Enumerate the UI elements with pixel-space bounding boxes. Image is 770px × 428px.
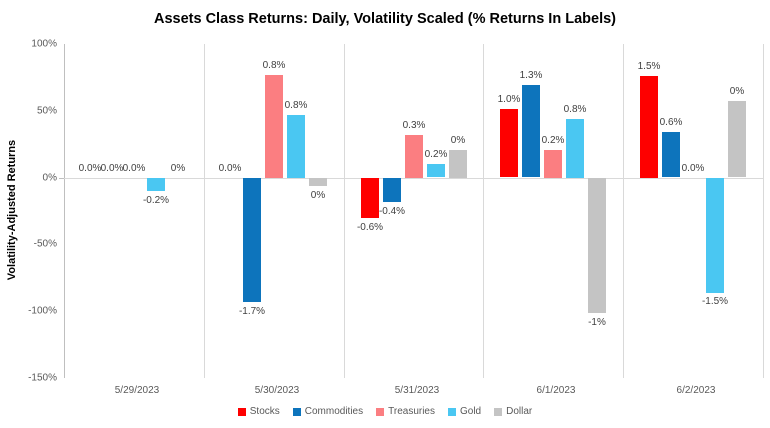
bar-commodities: [243, 178, 261, 302]
bar-label-gold: -1.5%: [701, 296, 729, 307]
group-separator-line: [763, 44, 764, 378]
bar-gold: [147, 178, 165, 191]
bar-label-stocks: 1.5%: [637, 61, 661, 72]
y-tick-label: 100%: [31, 38, 57, 50]
bar-label-treasuries: 0.8%: [262, 60, 286, 71]
y-tick-label: 50%: [36, 105, 57, 117]
bar-label-gold: 0.2%: [424, 149, 448, 160]
group-separator-line: [623, 44, 624, 378]
legend-swatch-commodities: [292, 407, 301, 416]
bar-treasuries: [544, 150, 562, 178]
bar-label-commodities: 1.3%: [519, 70, 543, 81]
bar-commodities: [383, 178, 401, 202]
bar-label-dollar: 0%: [310, 190, 326, 201]
legend-label-stocks: Stocks: [249, 406, 280, 417]
x-category-label: 5/29/2023: [114, 385, 160, 396]
bar-label-treasuries: 0.3%: [402, 120, 426, 131]
group-separator-line: [204, 44, 205, 378]
bar-label-gold: 0.8%: [284, 100, 308, 111]
bar-treasuries: [265, 75, 283, 178]
bar-dollar: [588, 178, 606, 313]
bar-commodities: [662, 132, 680, 177]
bar-label-commodities: -1.7%: [238, 306, 266, 317]
bar-label-treasuries: 0.0%: [122, 163, 146, 174]
legend-swatch-treasuries: [376, 407, 385, 416]
group-separator-line: [483, 44, 484, 378]
bar-stocks: [640, 76, 658, 178]
legend-item-treasuries: Treasuries: [376, 406, 435, 417]
bar-label-stocks: 0.0%: [78, 163, 102, 174]
bar-stocks: [500, 109, 518, 177]
legend-item-commodities: Commodities: [292, 406, 364, 417]
bar-dollar: [728, 101, 746, 177]
legend-label-gold: Gold: [460, 406, 482, 417]
y-tick-label: -100%: [28, 305, 57, 317]
y-tick-label: 0%: [42, 172, 57, 184]
bar-dollar: [449, 150, 467, 178]
bar-label-dollar: 0%: [729, 86, 745, 97]
y-tick-label: -150%: [28, 372, 57, 384]
bar-label-dollar: -1%: [588, 317, 606, 328]
chart-title: Assets Class Returns: Daily, Volatility …: [154, 11, 616, 27]
group-separator-line: [344, 44, 345, 378]
bar-dollar: [309, 178, 327, 186]
bar-label-stocks: 0.0%: [218, 163, 242, 174]
bar-label-dollar: 0%: [450, 135, 466, 146]
bar-treasuries: [405, 135, 423, 178]
legend-swatch-stocks: [237, 407, 246, 416]
x-category-label: 6/1/2023: [536, 385, 576, 396]
bar-label-treasuries: 0.2%: [541, 135, 565, 146]
legend-swatch-dollar: [494, 407, 503, 416]
y-axis-tick: [59, 178, 64, 179]
bar-stocks: [361, 178, 379, 218]
x-category-label: 5/30/2023: [254, 385, 300, 396]
y-tick-label: -50%: [33, 238, 57, 250]
y-axis-line: [64, 44, 65, 378]
bar-gold: [706, 178, 724, 293]
bar-commodities: [522, 85, 540, 177]
bar-label-gold: -0.2%: [142, 195, 170, 206]
zero-gridline: [64, 178, 763, 179]
legend-item-dollar: Dollar: [494, 406, 532, 417]
legend-label-dollar: Dollar: [506, 406, 533, 417]
bar-label-commodities: 0.6%: [659, 117, 683, 128]
legend-label-treasuries: Treasuries: [388, 406, 435, 417]
bar-label-stocks: -0.6%: [356, 222, 384, 233]
bar-label-treasuries: 0.0%: [681, 163, 705, 174]
bar-gold: [566, 119, 584, 178]
bar-label-commodities: 0.0%: [100, 163, 124, 174]
legend-label-commodities: Commodities: [304, 406, 364, 417]
legend-item-stocks: Stocks: [237, 406, 280, 417]
bar-gold: [427, 164, 445, 177]
bar-gold: [287, 115, 305, 178]
legend: Stocks Commodities Treasuries Gold Dollar: [0, 406, 770, 417]
legend-swatch-gold: [448, 407, 456, 416]
bar-label-commodities: -0.4%: [378, 206, 406, 217]
bar-label-stocks: 1.0%: [497, 94, 521, 105]
legend-item-gold: Gold: [448, 406, 481, 417]
bar-label-gold: 0.8%: [563, 104, 587, 115]
x-category-label: 6/2/2023: [676, 385, 716, 396]
x-category-label: 5/31/2023: [394, 385, 440, 396]
bar-label-dollar: 0%: [170, 163, 186, 174]
